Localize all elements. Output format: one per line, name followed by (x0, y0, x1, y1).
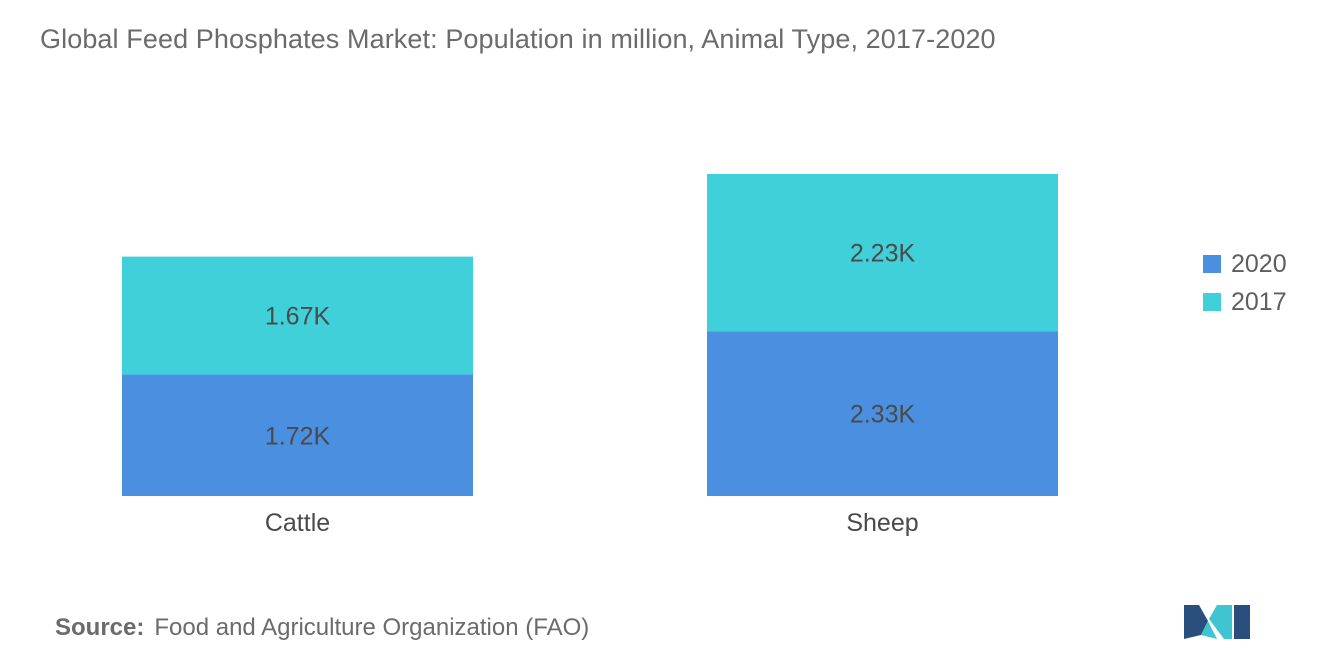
source-text: Food and Agriculture Organization (FAO) (154, 614, 590, 641)
mordor-intelligence-logo-icon (1184, 603, 1250, 644)
data-label-cattle-2020: 1.72K (265, 422, 331, 450)
legend-item-2017[interactable]: 2017 (1203, 287, 1287, 316)
legend-swatch-2020 (1203, 255, 1221, 273)
bar-sheep-2017[interactable] (707, 174, 1058, 332)
source-label: Source: (55, 614, 145, 641)
data-label-sheep-2017: 2.23K (850, 240, 916, 268)
bar-cattle-2017[interactable] (122, 256, 473, 375)
legend-label-2020: 2020 (1231, 249, 1287, 278)
chart-title: Global Feed Phosphates Market: Populatio… (40, 24, 996, 54)
bar-cattle-2020[interactable] (122, 374, 473, 496)
legend-label-2017: 2017 (1231, 287, 1287, 316)
x-tick-label-sheep: Sheep (846, 509, 918, 537)
bar-sheep-2020[interactable] (707, 331, 1058, 496)
chart-legend: 2020 2017 (1203, 249, 1287, 327)
data-label-cattle-2017: 1.67K (265, 303, 331, 331)
data-label-sheep-2020: 2.33K (850, 401, 916, 429)
x-tick-label-cattle: Cattle (265, 509, 330, 537)
source-note: Source: Food and Agriculture Organization… (55, 614, 589, 642)
legend-item-2020[interactable]: 2020 (1203, 249, 1287, 278)
legend-swatch-2017 (1203, 293, 1221, 311)
